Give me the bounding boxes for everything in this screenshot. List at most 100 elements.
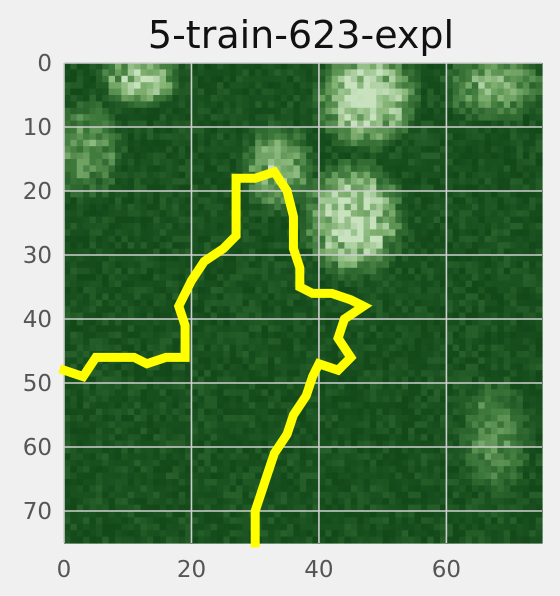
heatmap-cell [287, 120, 295, 128]
heatmap-cell [318, 261, 326, 269]
heatmap-cell [248, 306, 256, 314]
heatmap-cell [510, 223, 518, 230]
heatmap-cell [70, 63, 78, 70]
heatmap-cell [255, 466, 263, 474]
heatmap-cell [484, 440, 492, 448]
heatmap-cell [70, 197, 78, 205]
heatmap-cell [338, 248, 346, 256]
heatmap-cell [229, 63, 237, 70]
heatmap-cell [210, 178, 218, 186]
heatmap-cell [70, 120, 78, 128]
heatmap-cell [408, 267, 416, 275]
heatmap-cell [465, 63, 473, 70]
heatmap-cell [484, 101, 492, 109]
heatmap-cell [535, 299, 543, 307]
heatmap-cell [369, 82, 377, 90]
heatmap-cell [172, 261, 180, 269]
heatmap-cell [280, 229, 288, 237]
heatmap-cell [89, 312, 97, 320]
heatmap-cell [510, 312, 518, 320]
heatmap-cell [331, 479, 339, 486]
heatmap-cell [452, 421, 460, 429]
heatmap-cell [159, 114, 167, 122]
heatmap-cell [503, 440, 511, 448]
heatmap-cell [191, 82, 199, 90]
heatmap-cells [64, 63, 543, 544]
heatmap-cell [510, 319, 518, 326]
heatmap-cell [185, 191, 193, 198]
heatmap-cell [127, 427, 135, 435]
heatmap-cell [471, 319, 479, 326]
heatmap-cell [197, 395, 205, 403]
heatmap-cell [165, 485, 173, 493]
heatmap-cell [248, 165, 256, 173]
heatmap-cell [529, 114, 537, 122]
heatmap-cell [95, 306, 103, 314]
heatmap-cell [306, 152, 314, 160]
heatmap-cell [274, 351, 282, 358]
heatmap-cell [114, 184, 122, 192]
heatmap-cell [433, 395, 441, 403]
heatmap-cell [427, 274, 435, 282]
heatmap-cell [389, 312, 397, 320]
heatmap-cell [420, 255, 428, 262]
heatmap-cell [389, 274, 397, 282]
heatmap-cell [280, 216, 288, 224]
heatmap-cell [102, 402, 110, 410]
heatmap-cell [274, 261, 282, 269]
heatmap-cell [197, 248, 205, 256]
heatmap-cell [331, 466, 339, 474]
heatmap-cell [478, 165, 486, 173]
heatmap-cell [433, 306, 441, 314]
heatmap-cell [529, 255, 537, 262]
heatmap-cell [389, 229, 397, 237]
heatmap-cell [204, 146, 212, 154]
heatmap-cell [503, 223, 511, 230]
heatmap-cell [127, 229, 135, 237]
heatmap-cell [293, 203, 301, 211]
heatmap-cell [312, 466, 320, 474]
heatmap-cell [153, 421, 161, 429]
heatmap-cell [76, 101, 84, 109]
heatmap-cell [318, 146, 326, 154]
heatmap-cell [484, 472, 492, 480]
heatmap-cell [274, 376, 282, 384]
heatmap-cell [248, 459, 256, 467]
heatmap-cell [376, 459, 384, 467]
heatmap-cell [76, 319, 84, 326]
heatmap-cell [274, 402, 282, 410]
heatmap-cell [452, 287, 460, 294]
heatmap-cell [306, 146, 314, 154]
heatmap-cell [76, 159, 84, 166]
heatmap-cell [299, 101, 307, 109]
heatmap-cell [197, 274, 205, 282]
heatmap-cell [248, 184, 256, 192]
heatmap-cell [153, 280, 161, 288]
heatmap-cell [503, 120, 511, 128]
heatmap-cell [108, 261, 116, 269]
heatmap-cell [159, 171, 167, 179]
heatmap-cell [191, 338, 199, 346]
heatmap-cell [465, 325, 473, 333]
heatmap-cell [497, 216, 505, 224]
heatmap-cell [350, 395, 358, 403]
heatmap-cell [491, 357, 498, 365]
heatmap-cell [210, 395, 218, 403]
heatmap-cell [287, 82, 295, 90]
heatmap-cell [127, 255, 135, 262]
heatmap-cell [389, 88, 397, 96]
heatmap-cell [204, 107, 212, 115]
heatmap-cell [236, 63, 244, 70]
heatmap-cell [146, 389, 154, 397]
heatmap-cell [516, 223, 524, 230]
heatmap-cell [197, 63, 205, 70]
heatmap-cell [146, 274, 154, 282]
heatmap-cell [280, 325, 288, 333]
heatmap-cell [134, 82, 142, 90]
heatmap-cell [325, 139, 333, 147]
heatmap-cell [255, 325, 263, 333]
heatmap-cell [516, 178, 524, 186]
heatmap-cell [522, 242, 530, 250]
heatmap-cell [191, 466, 199, 474]
heatmap-cell [89, 139, 97, 147]
